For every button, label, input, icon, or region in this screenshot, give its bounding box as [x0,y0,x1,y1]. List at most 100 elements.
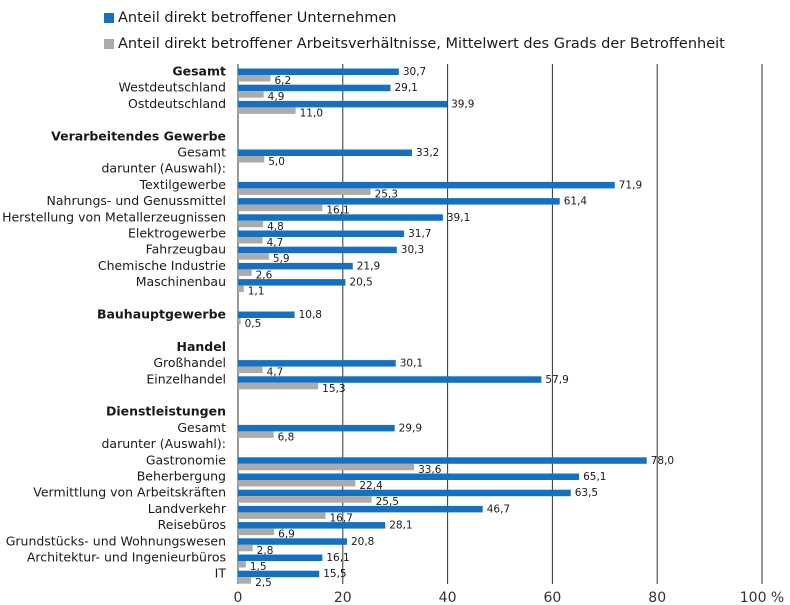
value-label: 39,1 [447,212,470,224]
bar [238,424,395,432]
category-label: Textilgewerbe [138,177,226,192]
bar [238,253,269,260]
category-label: darunter (Auswahl): [101,436,226,451]
bar [238,463,415,471]
value-label: 6,8 [278,431,295,443]
legend-swatch [104,39,114,49]
bar [238,237,263,244]
bar [238,204,323,212]
bar [238,554,323,561]
bar [238,149,412,156]
category-label: IT [215,566,227,581]
bar [238,360,396,367]
bar [238,220,264,228]
bar [238,262,353,270]
category-label: Großhandel [153,355,226,370]
value-label: 63,5 [575,487,598,499]
value-label: 39,9 [451,98,474,110]
bar [238,285,244,293]
value-label: 16,1 [326,552,349,564]
category-label: Architektur- und Ingenieurbüros [27,550,226,565]
bar [238,75,271,82]
bar [238,577,252,584]
bar [238,512,326,519]
bar [238,156,265,163]
value-label: 25,3 [375,188,398,200]
value-label: 30,7 [403,66,426,78]
bar [238,214,443,221]
bar [238,91,264,98]
category-label: Fahrzeugbau [146,242,226,257]
bar [238,528,275,536]
value-label: 33,6 [418,464,442,476]
bar [238,522,386,529]
value-label: 29,9 [399,422,422,434]
value-label: 33,2 [416,147,439,159]
legend-swatch [104,13,114,23]
category-label: Landverkehr [148,501,227,516]
bar [238,181,615,189]
category-label: Gastronomie [146,452,226,467]
category-label: Beherbergung [137,469,226,484]
legend-label: Anteil direkt betroffener Unternehmen [118,10,396,26]
value-label: 16,1 [326,205,349,217]
category-label: Vermittlung von Arbeitskräften [33,485,226,500]
x-tick-label: 40 [439,590,457,605]
bar [238,311,295,318]
category-label: darunter (Auswahl): [101,161,226,176]
category-label: Reisebüros [158,517,226,532]
value-label: 28,1 [389,520,412,532]
bar [238,107,296,114]
bar [238,473,580,480]
category-label: Herstellung von Metallerzeugnissen [2,209,226,224]
value-label: 31,7 [408,228,431,240]
value-label: 2,6 [256,269,273,281]
category-label: Handel [176,339,226,354]
x-tick-label: 0 [234,590,243,605]
bar [238,246,397,254]
value-label: 1,1 [248,286,265,298]
category-label: Einzelhandel [146,371,226,386]
value-label: 6,9 [278,529,295,541]
bar [238,505,483,513]
value-label: 20,8 [351,536,374,548]
bar [238,68,399,75]
value-label: 25,5 [376,496,399,508]
bar [238,100,448,108]
value-label: 46,7 [487,503,510,515]
value-label: 11,0 [300,107,323,119]
x-tick-label: 60 [543,590,561,605]
value-label: 6,2 [274,75,291,87]
value-label: 57,9 [545,374,568,386]
category-label: Westdeutschland [119,80,226,95]
value-label: 4,9 [268,91,285,103]
bar [238,84,391,92]
bar [238,230,405,237]
value-label: 22,4 [359,480,383,492]
bar [238,366,263,374]
value-label: 20,5 [349,277,372,289]
value-label: 4,7 [267,367,284,379]
bar [238,570,320,578]
category-label: Nahrungs- und Genussmittel [47,193,226,208]
value-label: 1,5 [250,561,267,573]
bar [238,480,356,487]
bar [238,198,560,205]
x-tick-label: 100 % [740,590,784,605]
value-label: 21,9 [357,260,380,272]
bar [238,496,372,503]
category-label: Dienstleistungen [106,404,226,419]
value-label: 15,3 [322,383,345,395]
category-label: Gesamt [177,420,226,435]
category-label: Verarbeitendes Gewerbe [51,128,226,143]
bar [238,457,647,464]
legend-label: Anteil direkt betroffener Arbeitsverhält… [118,36,725,52]
x-tick-label: 20 [334,590,352,605]
value-label: 65,1 [583,471,606,483]
value-label: 10,8 [299,309,322,321]
value-label: 4,8 [267,221,284,233]
bar [238,538,347,545]
bar [238,561,246,568]
bar [238,269,252,276]
